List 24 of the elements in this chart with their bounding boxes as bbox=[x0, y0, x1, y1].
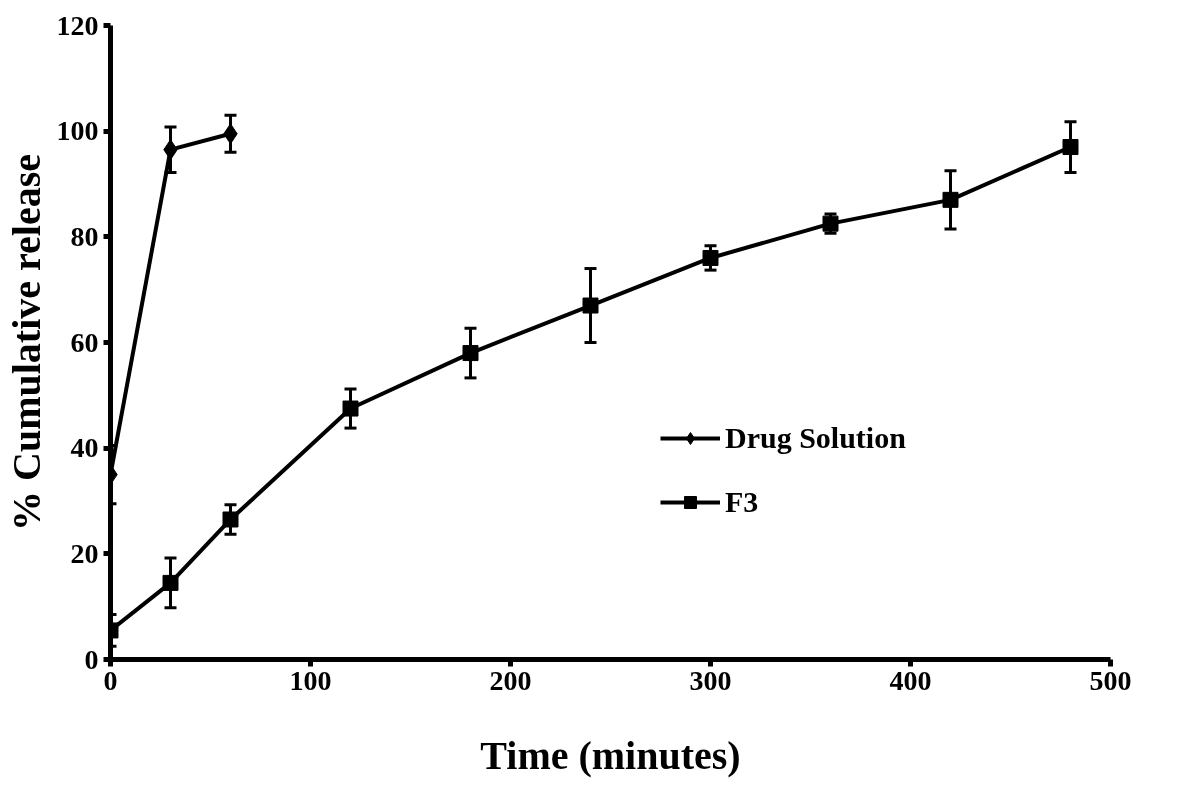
x-tick-label: 100 bbox=[289, 664, 332, 696]
point bbox=[942, 191, 959, 208]
point bbox=[222, 511, 239, 528]
x-tick-label: 500 bbox=[1089, 664, 1132, 696]
y-tick-label: 20 bbox=[70, 537, 99, 569]
legend-label: Drug Solution bbox=[725, 421, 906, 455]
x-tick-label: 400 bbox=[889, 664, 932, 696]
y-tick-label: 100 bbox=[56, 115, 99, 147]
y-axis-title: % Cumulative release bbox=[3, 154, 49, 531]
point bbox=[342, 400, 359, 417]
y-tick-label: 120 bbox=[56, 9, 99, 41]
y-tick-label: 60 bbox=[70, 326, 99, 358]
x-tick-label: 300 bbox=[689, 664, 732, 696]
point bbox=[1062, 139, 1079, 156]
x-tick-label: 200 bbox=[489, 664, 532, 696]
y-tick-label: 0 bbox=[84, 643, 99, 675]
point bbox=[702, 249, 719, 266]
y-tick-label: 80 bbox=[70, 220, 99, 252]
x-axis-title: Time (minutes) bbox=[480, 732, 741, 778]
legend-label: F3 bbox=[725, 485, 759, 519]
point bbox=[582, 297, 599, 314]
point bbox=[462, 345, 479, 362]
point bbox=[162, 574, 179, 591]
y-tick-label: 40 bbox=[70, 432, 99, 464]
